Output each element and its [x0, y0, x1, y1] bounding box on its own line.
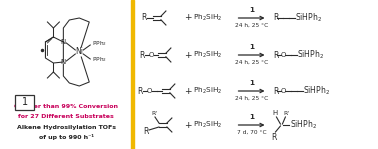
Text: Ph$_2$SiH$_2$: Ph$_2$SiH$_2$: [193, 13, 222, 23]
Text: Alkene Hydrosilylation TOFs: Alkene Hydrosilylation TOFs: [17, 125, 116, 131]
FancyBboxPatch shape: [15, 94, 34, 110]
Text: +: +: [184, 121, 192, 129]
Text: +: +: [184, 51, 192, 59]
Text: PPh$_2$: PPh$_2$: [92, 39, 107, 48]
Text: 1: 1: [22, 97, 28, 107]
Text: Ph$_2$SiH$_2$: Ph$_2$SiH$_2$: [193, 50, 222, 60]
Text: for 27 Different Substrates: for 27 Different Substrates: [19, 114, 114, 118]
Text: Ph$_2$SiH$_2$: Ph$_2$SiH$_2$: [193, 120, 222, 130]
Text: R: R: [273, 87, 279, 96]
Text: R': R': [151, 111, 157, 116]
Text: 1: 1: [249, 7, 254, 13]
Text: SiHPh$_2$: SiHPh$_2$: [295, 12, 322, 24]
Text: R: R: [143, 127, 149, 135]
Text: 1: 1: [249, 80, 254, 86]
Text: Greater than 99% Conversion: Greater than 99% Conversion: [14, 104, 118, 110]
Text: R: R: [139, 51, 145, 59]
Text: R: R: [273, 51, 279, 59]
Text: +: +: [184, 87, 192, 96]
Text: 24 h, 25 °C: 24 h, 25 °C: [235, 96, 268, 101]
Text: O: O: [281, 88, 286, 94]
Text: of up to 990 h⁻¹: of up to 990 h⁻¹: [39, 134, 94, 140]
Text: 1: 1: [249, 114, 254, 120]
Text: PPh$_2$: PPh$_2$: [92, 56, 107, 65]
Text: 7 d, 70 °C: 7 d, 70 °C: [237, 130, 266, 135]
Text: O: O: [148, 52, 154, 58]
Text: O: O: [281, 52, 286, 58]
Text: +: +: [184, 14, 192, 22]
Text: H: H: [273, 110, 278, 116]
Text: R: R: [271, 133, 276, 142]
Text: 1: 1: [249, 44, 254, 50]
Text: R: R: [273, 14, 279, 22]
Text: SiHPh$_2$: SiHPh$_2$: [303, 85, 330, 97]
Text: SiHPh$_2$: SiHPh$_2$: [297, 49, 324, 61]
Text: Ni: Ni: [75, 48, 83, 56]
Text: 24 h, 25 °C: 24 h, 25 °C: [235, 23, 268, 28]
Text: R: R: [137, 87, 143, 96]
Text: O: O: [146, 88, 152, 94]
Text: 24 h, 25 °C: 24 h, 25 °C: [235, 60, 268, 65]
Text: Ph$_2$SiH$_2$: Ph$_2$SiH$_2$: [193, 86, 222, 96]
Text: R': R': [284, 111, 290, 116]
Text: R: R: [141, 14, 147, 22]
Text: N: N: [61, 39, 66, 45]
Text: SiHPh$_2$: SiHPh$_2$: [290, 119, 318, 131]
Bar: [130, 0, 133, 149]
Text: N: N: [61, 59, 66, 65]
